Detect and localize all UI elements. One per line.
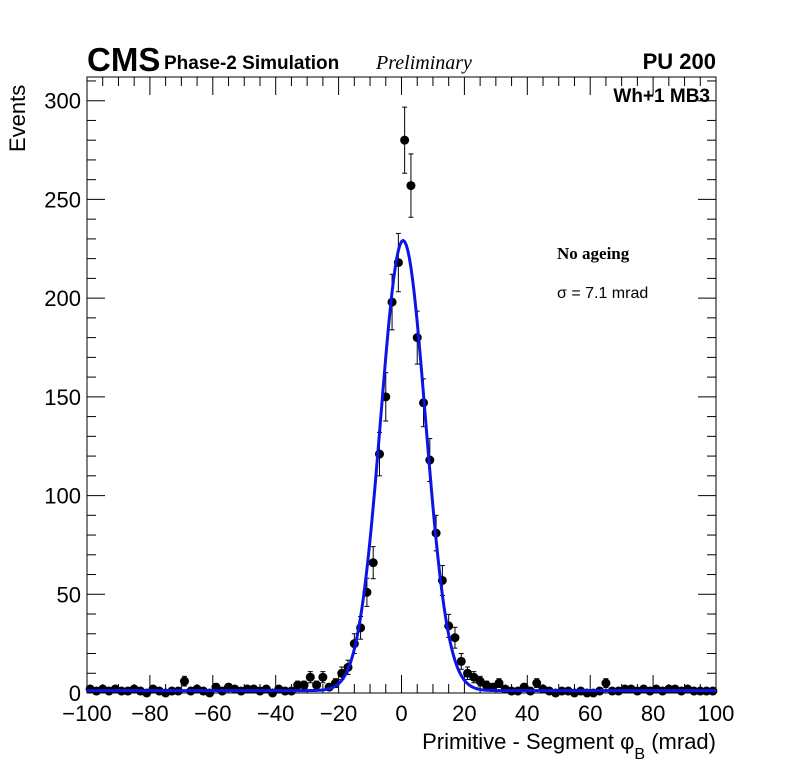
preliminary-label: Preliminary (375, 52, 472, 74)
data-point (400, 135, 410, 145)
sigma-value: = 7.1 mrad (567, 285, 648, 302)
x-axis-title-subscript: B (634, 746, 645, 763)
x-tick-label: −80 (131, 701, 168, 726)
x-tick-label: 0 (395, 701, 407, 726)
x-tick-label: 80 (641, 701, 665, 726)
x-tick-label: −60 (194, 701, 231, 726)
x-tick-label: −40 (257, 701, 294, 726)
data-point (368, 558, 378, 568)
x-axis-title-symbol: φ (620, 729, 634, 754)
y-axis-title: Events (5, 85, 30, 152)
x-tick-label: −20 (320, 701, 357, 726)
data-point (293, 680, 303, 690)
x-axis-title: Primitive - Segment φB (mrad) (422, 729, 716, 763)
y-tick-label: 250 (44, 187, 81, 212)
x-tick-label: 20 (452, 701, 476, 726)
data-point (406, 181, 416, 191)
data-point (450, 633, 460, 643)
y-tick-label: 200 (44, 286, 81, 311)
data-point (532, 678, 542, 688)
y-tick-label: 150 (44, 385, 81, 410)
gaussian-fit-curve (87, 238, 716, 693)
data-point (179, 676, 189, 686)
x-tick-label: 60 (578, 701, 602, 726)
condition-label: No ageing (557, 244, 630, 263)
x-axis-title-text: Primitive - Segment (422, 729, 614, 754)
plot-frame (86, 76, 717, 694)
pileup-label: PU 200 (643, 49, 716, 74)
x-tick-label: 40 (515, 701, 539, 726)
data-point (456, 656, 466, 666)
data-point (494, 678, 504, 688)
cms-label: CMS (87, 41, 160, 78)
phase2-simulation-label: Phase-2 Simulation (164, 53, 339, 74)
data-point (601, 678, 611, 688)
data-point (305, 672, 315, 682)
sigma-symbol: σ (557, 285, 567, 302)
data-point (318, 672, 328, 682)
data-point (312, 680, 322, 690)
y-tick-label: 100 (44, 484, 81, 509)
y-tick-label: 300 (44, 89, 81, 114)
y-tick-label: 50 (57, 582, 81, 607)
x-axis-title-unit: (mrad) (651, 729, 716, 754)
y-tick-label: 0 (69, 681, 81, 706)
x-tick-label: 100 (698, 701, 735, 726)
sigma-label: σ = 7.1 mrad (557, 285, 648, 302)
data-point (299, 680, 309, 690)
category-label: Wh+1 MB3 (613, 86, 710, 107)
x-tick-label: −100 (62, 701, 112, 726)
